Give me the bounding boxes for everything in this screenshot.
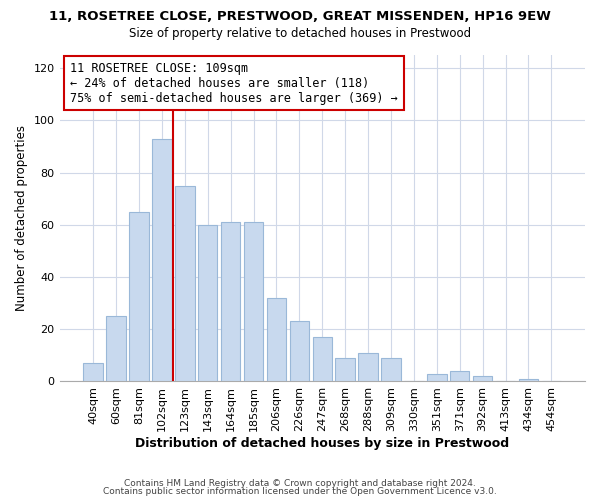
Text: Contains public sector information licensed under the Open Government Licence v3: Contains public sector information licen… [103,488,497,496]
Bar [152,138,172,382]
Bar [450,371,469,382]
Text: 11, ROSETREE CLOSE, PRESTWOOD, GREAT MISSENDEN, HP16 9EW: 11, ROSETREE CLOSE, PRESTWOOD, GREAT MIS… [49,10,551,23]
Bar [381,358,401,382]
Y-axis label: Number of detached properties: Number of detached properties [15,125,28,311]
Bar [473,376,493,382]
X-axis label: Distribution of detached houses by size in Prestwood: Distribution of detached houses by size … [135,437,509,450]
Text: Size of property relative to detached houses in Prestwood: Size of property relative to detached ho… [129,28,471,40]
Bar [290,322,309,382]
Bar [427,374,446,382]
Bar [83,363,103,382]
Bar [198,225,217,382]
Bar [313,337,332,382]
Bar [106,316,126,382]
Bar [519,379,538,382]
Text: Contains HM Land Registry data © Crown copyright and database right 2024.: Contains HM Land Registry data © Crown c… [124,478,476,488]
Bar [244,222,263,382]
Text: 11 ROSETREE CLOSE: 109sqm
← 24% of detached houses are smaller (118)
75% of semi: 11 ROSETREE CLOSE: 109sqm ← 24% of detac… [70,62,398,104]
Bar [175,186,194,382]
Bar [129,212,149,382]
Bar [267,298,286,382]
Bar [358,352,378,382]
Bar [335,358,355,382]
Bar [221,222,241,382]
